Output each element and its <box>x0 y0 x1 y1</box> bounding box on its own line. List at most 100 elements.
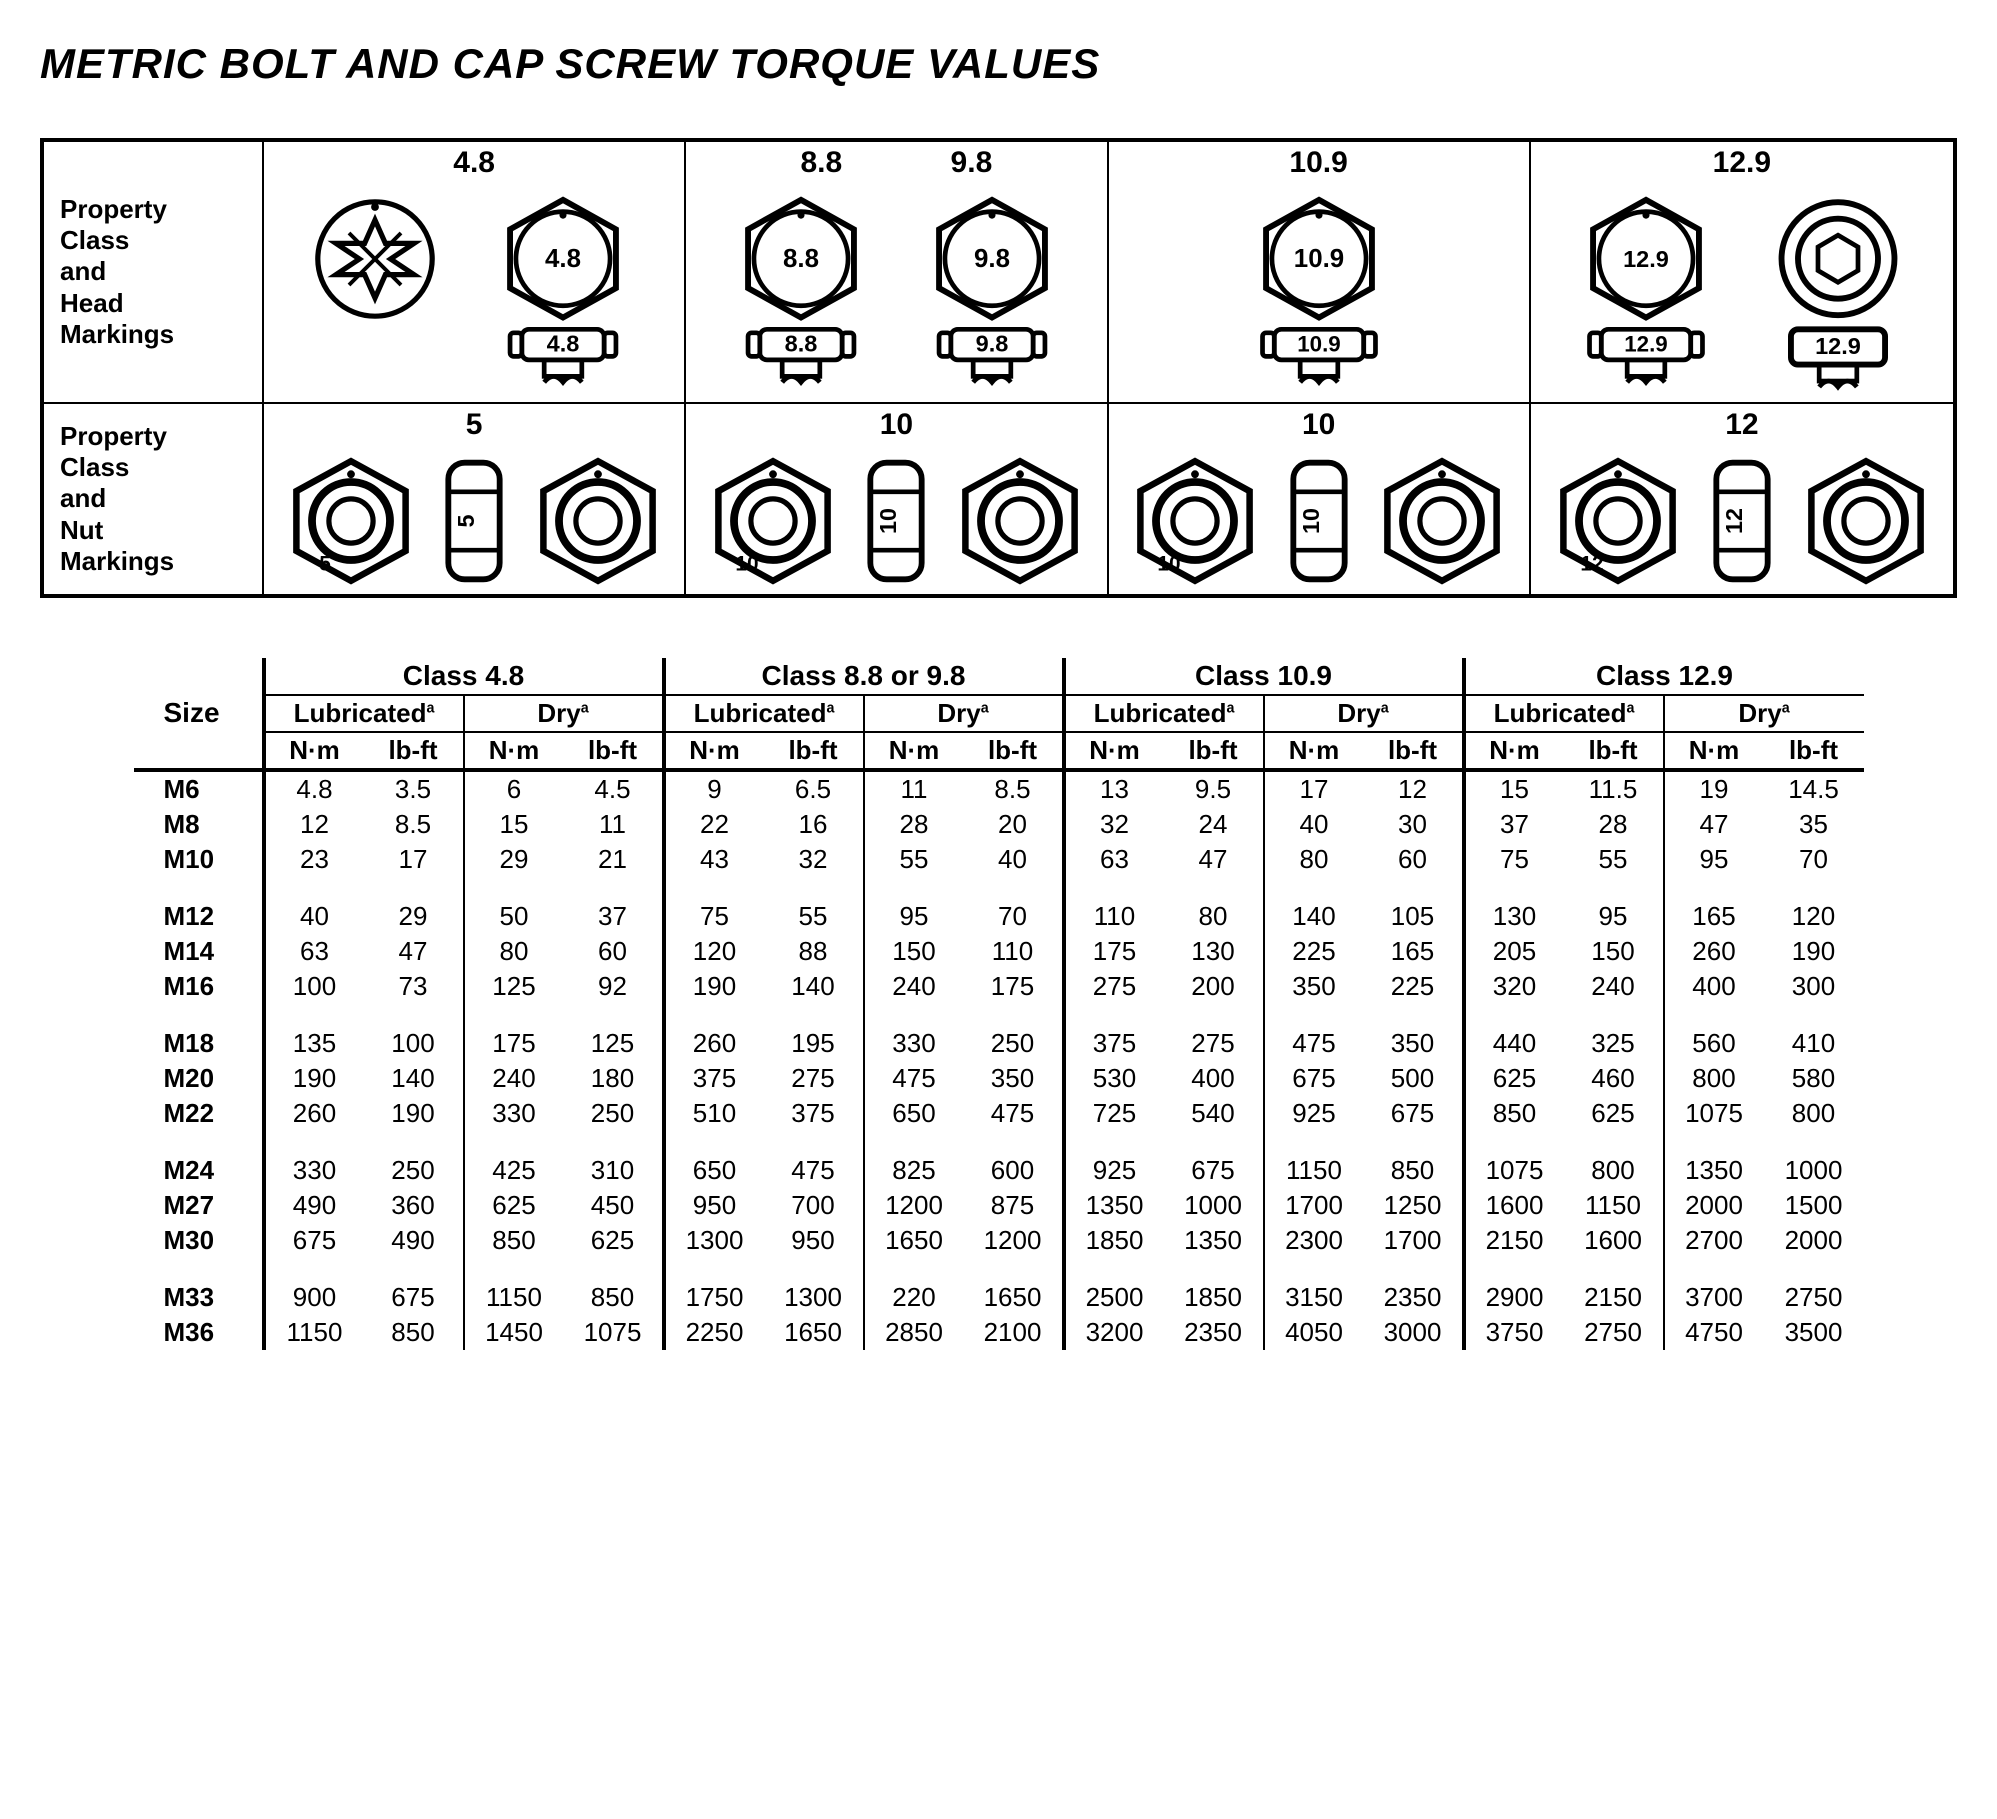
svg-text:12.9: 12.9 <box>1815 333 1861 359</box>
torque-value: 1300 <box>764 1280 864 1315</box>
torque-value: 540 <box>1164 1096 1264 1131</box>
torque-value: 325 <box>1564 1026 1664 1061</box>
head-markings-class-8-8-9-8: 8.8 9.8 8.8 8.8 9.8 9. <box>686 142 1108 404</box>
nut-side-icon: 10 <box>861 456 931 586</box>
torque-value: 11 <box>864 770 964 807</box>
torque-value: 95 <box>1664 842 1764 877</box>
table-row: M274903606254509507001200875135010001700… <box>134 1188 1864 1223</box>
torque-value: 1200 <box>964 1223 1064 1258</box>
torque-value: 9 <box>664 770 764 807</box>
torque-table: Size Class 4.8 Class 8.8 or 9.8 Class 10… <box>134 658 1864 1350</box>
table-row: M146347806012088150110175130225165205150… <box>134 934 1864 969</box>
torque-value: 650 <box>664 1153 764 1188</box>
size-cell: M22 <box>134 1096 264 1131</box>
torque-value: 2350 <box>1164 1315 1264 1350</box>
torque-value: 12 <box>264 807 364 842</box>
torque-value: 3750 <box>1464 1315 1564 1350</box>
torque-value: 530 <box>1064 1061 1164 1096</box>
torque-value: 1850 <box>1064 1223 1164 1258</box>
torque-value: 17 <box>364 842 464 877</box>
condition-header: Lubricateda <box>1464 695 1664 732</box>
table-row: M8128.51511221628203224403037284735 <box>134 807 1864 842</box>
torque-value: 375 <box>1064 1026 1164 1061</box>
svg-text:4.8: 4.8 <box>545 245 581 273</box>
torque-value: 1075 <box>1464 1153 1564 1188</box>
torque-value: 1700 <box>1264 1188 1364 1223</box>
torque-value: 11.5 <box>1564 770 1664 807</box>
class-header: Class 10.9 <box>1064 658 1464 695</box>
table-row: M361150850145010752250165028502100320023… <box>134 1315 1864 1350</box>
torque-value: 32 <box>764 842 864 877</box>
torque-value: 3500 <box>1764 1315 1864 1350</box>
group-gap <box>134 1131 1864 1153</box>
torque-value: 350 <box>1264 969 1364 1004</box>
torque-value: 19 <box>1664 770 1764 807</box>
torque-value: 40 <box>964 842 1064 877</box>
torque-value: 80 <box>1264 842 1364 877</box>
torque-value: 190 <box>264 1061 364 1096</box>
torque-value: 140 <box>1264 899 1364 934</box>
torque-value: 225 <box>1364 969 1464 1004</box>
class-header: Class 8.8 or 9.8 <box>664 658 1064 695</box>
svg-text:10.9: 10.9 <box>1293 245 1343 273</box>
torque-value: 130 <box>1464 899 1564 934</box>
condition-header: Drya <box>864 695 1064 732</box>
svg-text:10: 10 <box>875 508 901 534</box>
torque-value: 175 <box>964 969 1064 1004</box>
size-cell: M20 <box>134 1061 264 1096</box>
svg-text:5: 5 <box>453 514 479 527</box>
torque-value: 400 <box>1664 969 1764 1004</box>
torque-value: 800 <box>1664 1061 1764 1096</box>
condition-header: Drya <box>1664 695 1864 732</box>
unit-header: lb-ft <box>364 732 464 770</box>
svg-text:12: 12 <box>1580 552 1603 575</box>
torque-value: 350 <box>1364 1026 1464 1061</box>
torque-value: 150 <box>864 934 964 969</box>
torque-value: 1150 <box>1264 1153 1364 1188</box>
torque-value: 675 <box>1164 1153 1264 1188</box>
table-row: M201901402401803752754753505304006755006… <box>134 1061 1864 1096</box>
unit-header: N·m <box>264 732 364 770</box>
torque-value: 24 <box>1164 807 1264 842</box>
torque-value: 140 <box>764 969 864 1004</box>
svg-text:8.8: 8.8 <box>784 331 817 357</box>
torque-value: 105 <box>1364 899 1464 934</box>
torque-value: 1350 <box>1164 1223 1264 1258</box>
torque-value: 450 <box>564 1188 664 1223</box>
torque-value: 1350 <box>1664 1153 1764 1188</box>
unit-header: N·m <box>1464 732 1564 770</box>
nut-side-icon: 10 <box>1284 456 1354 586</box>
torque-value: 9.5 <box>1164 770 1264 807</box>
torque-value: 22 <box>664 807 764 842</box>
torque-value: 175 <box>1064 934 1164 969</box>
torque-value: 900 <box>264 1280 364 1315</box>
torque-value: 11 <box>564 807 664 842</box>
torque-value: 460 <box>1564 1061 1664 1096</box>
torque-value: 1500 <box>1764 1188 1864 1223</box>
torque-value: 60 <box>564 934 664 969</box>
torque-value: 2500 <box>1064 1280 1164 1315</box>
torque-value: 950 <box>664 1188 764 1223</box>
condition-header: Lubricateda <box>264 695 464 732</box>
torque-value: 110 <box>1064 899 1164 934</box>
class-header: Class 12.9 <box>1464 658 1864 695</box>
torque-value: 3150 <box>1264 1280 1364 1315</box>
torque-value: 950 <box>764 1223 864 1258</box>
table-row: M64.83.564.596.5118.5139.517121511.51914… <box>134 770 1864 807</box>
torque-value: 425 <box>464 1153 564 1188</box>
torque-value: 675 <box>1264 1061 1364 1096</box>
hex-head-icon: 10.9 10.9 <box>1239 194 1399 394</box>
torque-value: 1300 <box>664 1223 764 1258</box>
torque-value: 850 <box>564 1280 664 1315</box>
torque-value: 100 <box>264 969 364 1004</box>
torque-value: 1600 <box>1564 1223 1664 1258</box>
torque-value: 28 <box>864 807 964 842</box>
torque-value: 3000 <box>1364 1315 1464 1350</box>
torque-value: 1650 <box>864 1223 964 1258</box>
torque-value: 73 <box>364 969 464 1004</box>
size-cell: M27 <box>134 1188 264 1223</box>
table-row: M161007312592190140240175275200350225320… <box>134 969 1864 1004</box>
torque-value: 21 <box>564 842 664 877</box>
size-cell: M18 <box>134 1026 264 1061</box>
torque-value: 330 <box>864 1026 964 1061</box>
